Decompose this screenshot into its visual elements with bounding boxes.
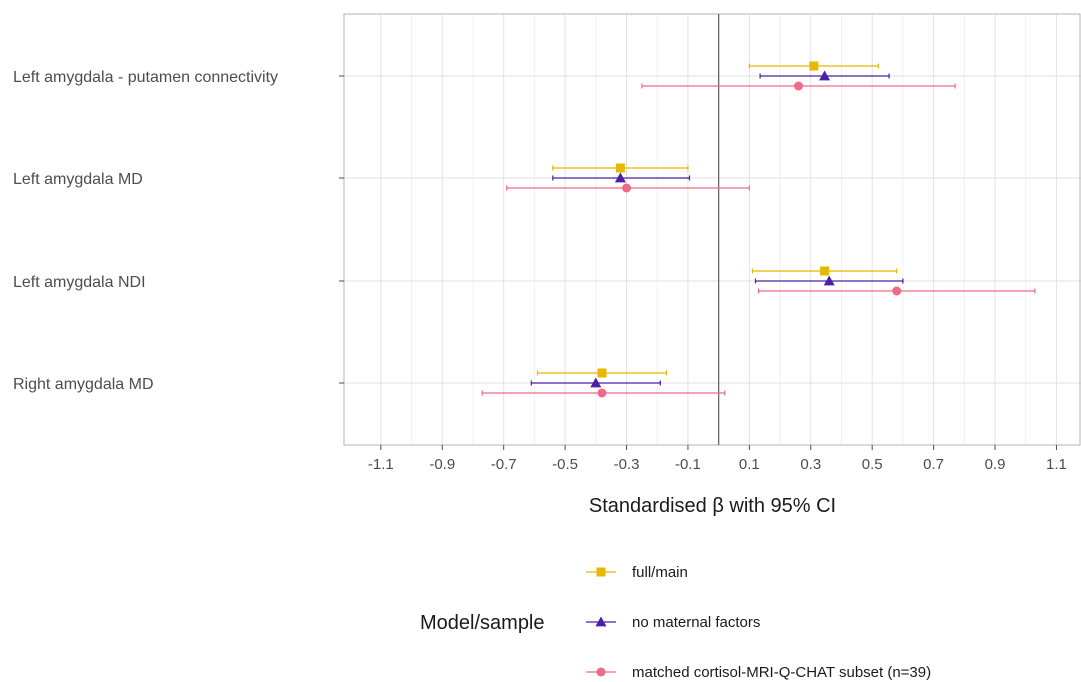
x-tick-label: 1.1 <box>1046 456 1067 473</box>
x-axis: -1.1 -0.9 -0.7 -0.5 -0.3 -0.1 0.1 0.3 0.5 0.7 0.9 1… <box>368 445 1067 473</box>
point-estimate <box>590 377 602 388</box>
y-axis: Left amygdala - putamen connectivity Left… <box>13 69 344 393</box>
series <box>481 61 1036 398</box>
point-estimate <box>615 163 625 173</box>
grid <box>344 14 1081 445</box>
point-estimate <box>597 388 607 398</box>
point-estimate <box>892 286 902 296</box>
point-estimate <box>820 266 830 276</box>
point-estimate <box>823 275 835 286</box>
y-tick-label: Right amygdala MD <box>13 376 154 393</box>
x-tick-label: -0.9 <box>429 456 455 473</box>
legend-label: no maternal factors <box>632 614 760 631</box>
x-axis-title: Standardised β with 95% CI <box>589 495 836 517</box>
legend-key-triangle <box>595 616 607 627</box>
legend-title: Model/sample <box>420 612 545 634</box>
point-estimate <box>597 368 607 378</box>
y-tick-label: Left amygdala - putamen connectivity <box>13 69 278 86</box>
series-square <box>536 61 898 378</box>
y-tick-label: Left amygdala NDI <box>13 274 146 291</box>
point-estimate <box>819 70 831 81</box>
series-triangle <box>530 70 904 388</box>
legend-key-circle <box>596 667 606 677</box>
y-tick-label: Left amygdala MD <box>13 171 143 188</box>
legend-label: full/main <box>632 564 688 581</box>
x-tick-label: 0.3 <box>800 456 821 473</box>
point-estimate <box>622 183 632 193</box>
x-tick-label: 0.1 <box>739 456 760 473</box>
legend-key-square <box>596 567 606 577</box>
x-tick-label: 0.5 <box>862 456 883 473</box>
point-estimate <box>793 81 803 91</box>
legend: Model/sample full/main no maternal factor… <box>420 564 931 681</box>
point-estimate <box>614 172 626 183</box>
x-tick-label: -0.7 <box>491 456 517 473</box>
legend-label: matched cortisol-MRI-Q-CHAT subset (n=39… <box>632 664 931 681</box>
x-tick-label: -0.3 <box>614 456 640 473</box>
x-tick-label: -0.1 <box>675 456 701 473</box>
point-estimate <box>809 61 819 71</box>
series-circle <box>481 81 1036 398</box>
x-tick-label: 0.9 <box>985 456 1006 473</box>
x-tick-label: 0.7 <box>923 456 944 473</box>
plot-panel-border <box>343 13 1081 446</box>
x-tick-label: -1.1 <box>368 456 394 473</box>
x-tick-label: -0.5 <box>552 456 578 473</box>
